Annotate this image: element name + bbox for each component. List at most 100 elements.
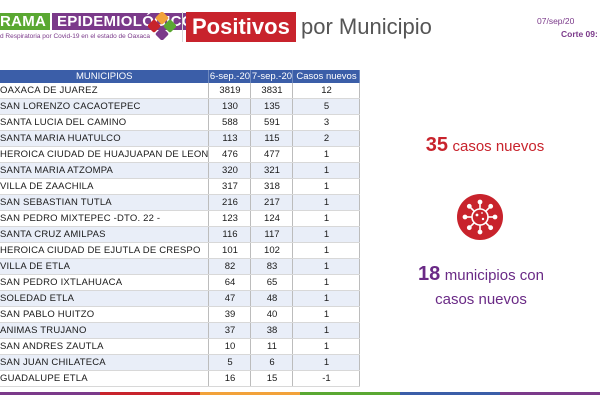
- cell-municipio: SANTA LUCIA DEL CAMINO: [0, 114, 209, 131]
- cell-cases-6sep: 47: [208, 290, 251, 307]
- cell-municipio: GUADALUPE ETLA: [0, 370, 209, 387]
- page-title-rest: por Municipio: [301, 14, 432, 39]
- table-row: SAN PEDRO MIXTEPEC -DTO. 22 -123 124 1: [0, 210, 361, 227]
- cell-cases-7sep: 217: [250, 194, 293, 211]
- cell-new-cases: 5: [292, 98, 361, 115]
- cell-cases-7sep: 6: [250, 354, 293, 371]
- cell-new-cases: 1: [292, 322, 361, 339]
- cell-new-cases: 1: [292, 306, 361, 323]
- brand-label-part1: RAMA: [0, 13, 51, 30]
- cell-cases-7sep: 321: [250, 162, 293, 179]
- table-row: GUADALUPE ETLA 16 15 -1: [0, 370, 361, 387]
- brand-subtitle: d Respiratoria por Covid-19 en el estado…: [0, 33, 150, 40]
- cell-cases-6sep: 10: [208, 338, 251, 355]
- header-date-2: 7-sep.-20: [250, 70, 294, 83]
- cell-municipio: HEROICA CIUDAD DE HUAJUAPAN DE LEON: [0, 146, 209, 163]
- cell-cases-6sep: 5: [208, 354, 251, 371]
- table-row: HEROICA CIUDAD DE HUAJUAPAN DE LEON 476 47…: [0, 146, 361, 163]
- municipalities-label-1: municipios con: [444, 267, 544, 284]
- cell-cases-7sep: 83: [250, 258, 293, 275]
- cell-new-cases: 1: [292, 210, 361, 227]
- table-body: OAXACA DE JUAREZ 3819 3831 12 SAN LORENZO CA…: [0, 83, 361, 387]
- municipalities-label-2: casos nuevos: [435, 291, 527, 308]
- header-divider: [182, 12, 183, 42]
- cell-new-cases: 1: [292, 226, 361, 243]
- cell-cases-7sep: 48: [250, 290, 293, 307]
- cell-municipio: SOLEDAD ETLA: [0, 290, 209, 307]
- table-row: SAN PEDRO IXTLAHUACA 64 65 1: [0, 274, 361, 291]
- new-cases-summary: 35 casos nuevos: [410, 134, 560, 157]
- cell-cases-6sep: 476: [208, 146, 251, 163]
- cell-cases-6sep: 216: [208, 194, 251, 211]
- brand-part1-text: RAMA: [0, 13, 47, 30]
- table-row: SAN LORENZO CACAOTEPEC 130 135 5: [0, 98, 361, 115]
- cell-new-cases: 1: [292, 242, 361, 259]
- cell-municipio: SANTA MARIA ATZOMPA: [0, 162, 209, 179]
- table-row: SAN ANDRES ZAUTLA 10 11 1: [0, 338, 361, 355]
- cell-new-cases: 1: [292, 354, 361, 371]
- table-row: HEROICA CIUDAD DE EJUTLA DE CRESPO 101 102…: [0, 242, 361, 259]
- cell-municipio: SANTA MARIA HUATULCO: [0, 130, 209, 147]
- table-row: VILLA DE ETLA 82 83 1: [0, 258, 361, 275]
- color-bar-segment: [100, 392, 200, 395]
- header-new-cases: Casos nuevos: [292, 70, 361, 83]
- cell-cases-6sep: 39: [208, 306, 251, 323]
- cell-cases-7sep: 591: [250, 114, 293, 131]
- cell-municipio: ANIMAS TRUJANO: [0, 322, 209, 339]
- cell-cases-7sep: 115: [250, 130, 293, 147]
- bottom-color-bar: [0, 392, 600, 395]
- report-header: RAMA EPIDEMIOLÓGICO d Respiratoria por C…: [0, 0, 600, 54]
- cell-new-cases: 1: [292, 162, 361, 179]
- cell-municipio: SAN LORENZO CACAOTEPEC: [0, 98, 209, 115]
- virus-icon: [457, 194, 503, 240]
- table-row: SANTA MARIA HUATULCO 113 115 2: [0, 130, 361, 147]
- cell-cases-7sep: 135: [250, 98, 293, 115]
- cell-new-cases: 1: [292, 178, 361, 195]
- table-row: ANIMAS TRUJANO 37 38 1: [0, 322, 361, 339]
- cell-cases-6sep: 317: [208, 178, 251, 195]
- color-bar-segment: [500, 392, 600, 395]
- header-municipios: MUNICIPIOS: [0, 70, 210, 83]
- cell-cases-7sep: 124: [250, 210, 293, 227]
- cell-cases-6sep: 64: [208, 274, 251, 291]
- table-header-row: MUNICIPIOS 6-sep.-20 7-sep.-20 Casos nue…: [0, 70, 361, 83]
- color-bar-segment: [400, 392, 500, 395]
- new-cases-number: 35: [425, 134, 449, 156]
- table-row: SANTA CRUZ AMILPAS 116 117 1: [0, 226, 361, 243]
- table-row: SAN PABLO HUITZO 39 40 1: [0, 306, 361, 323]
- cell-cases-6sep: 123: [208, 210, 251, 227]
- municipal-cases-table: MUNICIPIOS 6-sep.-20 7-sep.-20 Casos nue…: [0, 70, 361, 387]
- cell-cases-6sep: 16: [208, 370, 251, 387]
- report-cut-time: Corte 09:: [561, 29, 598, 39]
- cell-cases-7sep: 318: [250, 178, 293, 195]
- brand-label-part2: EPIDEMIOLÓGICO: [52, 13, 199, 30]
- oaxaca-logo-icon: [148, 12, 176, 40]
- color-bar-segment: [0, 392, 100, 395]
- header-date-1: 6-sep.-20: [208, 70, 252, 83]
- cell-municipio: SAN PABLO HUITZO: [0, 306, 209, 323]
- cell-cases-6sep: 113: [208, 130, 251, 147]
- new-cases-label: casos nuevos: [452, 138, 545, 155]
- cell-cases-7sep: 15: [250, 370, 293, 387]
- table-row: SOLEDAD ETLA 47 48 1: [0, 290, 361, 307]
- cell-new-cases: 3: [292, 114, 361, 131]
- cell-municipio: SAN PEDRO MIXTEPEC -DTO. 22 -: [0, 210, 209, 227]
- cell-municipio: SAN ANDRES ZAUTLA: [0, 338, 209, 355]
- cell-cases-6sep: 116: [208, 226, 251, 243]
- cell-cases-6sep: 130: [208, 98, 251, 115]
- cell-cases-7sep: 11: [250, 338, 293, 355]
- cell-cases-7sep: 38: [250, 322, 293, 339]
- cell-cases-6sep: 101: [208, 242, 251, 259]
- cell-municipio: VILLA DE ETLA: [0, 258, 209, 275]
- cell-new-cases: 1: [292, 274, 361, 291]
- cell-municipio: VILLA DE ZAACHILA: [0, 178, 209, 195]
- table-row: OAXACA DE JUAREZ 3819 3831 12: [0, 83, 361, 99]
- color-bar-segment: [200, 392, 300, 395]
- cell-new-cases: 2: [292, 130, 361, 147]
- cell-cases-7sep: 102: [250, 242, 293, 259]
- cell-cases-6sep: 320: [208, 162, 251, 179]
- municipalities-number: 18: [418, 263, 441, 285]
- cell-new-cases: 1: [292, 258, 361, 275]
- cell-cases-7sep: 477: [250, 146, 293, 163]
- cell-new-cases: 12: [292, 83, 361, 99]
